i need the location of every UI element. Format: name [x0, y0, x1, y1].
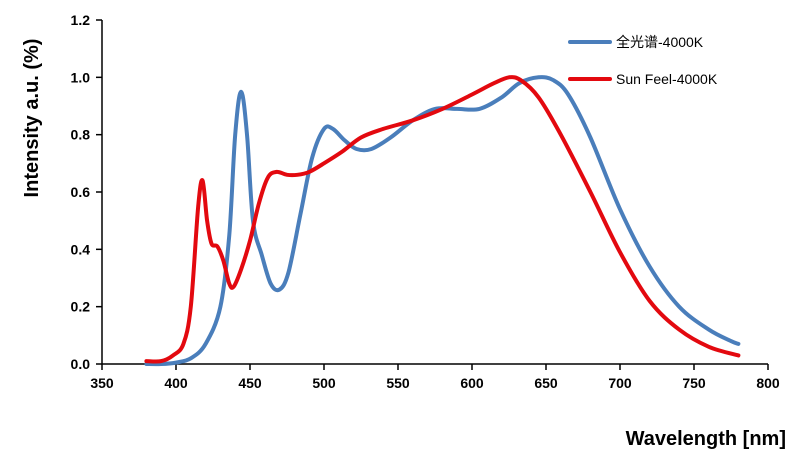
x-tick-label: 700 — [608, 375, 632, 391]
y-tick-label: 0.2 — [71, 299, 91, 315]
y-axis-title: Intensity a.u. (%) — [21, 39, 43, 198]
axes — [96, 19, 769, 370]
x-tick-label: 550 — [386, 375, 410, 391]
y-tick-label: 0.0 — [71, 356, 91, 372]
y-tick-label: 1.0 — [71, 69, 91, 85]
x-tick-label: 800 — [756, 375, 780, 391]
tick-labels: 350 400 450 500 550 600 650 700 750 800 0.0 0.2 0.4 0… — [71, 12, 780, 391]
y-tick-label: 1.2 — [71, 12, 91, 28]
x-tick-label: 450 — [238, 375, 262, 391]
x-tick-label: 750 — [682, 375, 706, 391]
y-tick-label: 0.6 — [71, 184, 91, 200]
x-tick-label: 500 — [312, 375, 336, 391]
x-axis-title: Wavelength [nm] — [626, 428, 786, 450]
legend-label-sun-feel: Sun Feel-4000K — [616, 71, 718, 87]
y-tick-label: 0.8 — [71, 127, 91, 143]
x-tick-label: 400 — [164, 375, 188, 391]
x-tick-label: 350 — [90, 375, 114, 391]
series-line-sun-feel — [144, 75, 741, 364]
x-tick-label: 650 — [534, 375, 558, 391]
legend: 全光谱-4000K Sun Feel-4000K — [568, 34, 718, 87]
series-line-full-spectrum — [144, 75, 741, 367]
series-lines — [144, 75, 741, 367]
legend-label-full-spectrum: 全光谱-4000K — [616, 34, 704, 50]
x-tick-label: 600 — [460, 375, 484, 391]
y-tick-label: 0.4 — [71, 241, 91, 257]
